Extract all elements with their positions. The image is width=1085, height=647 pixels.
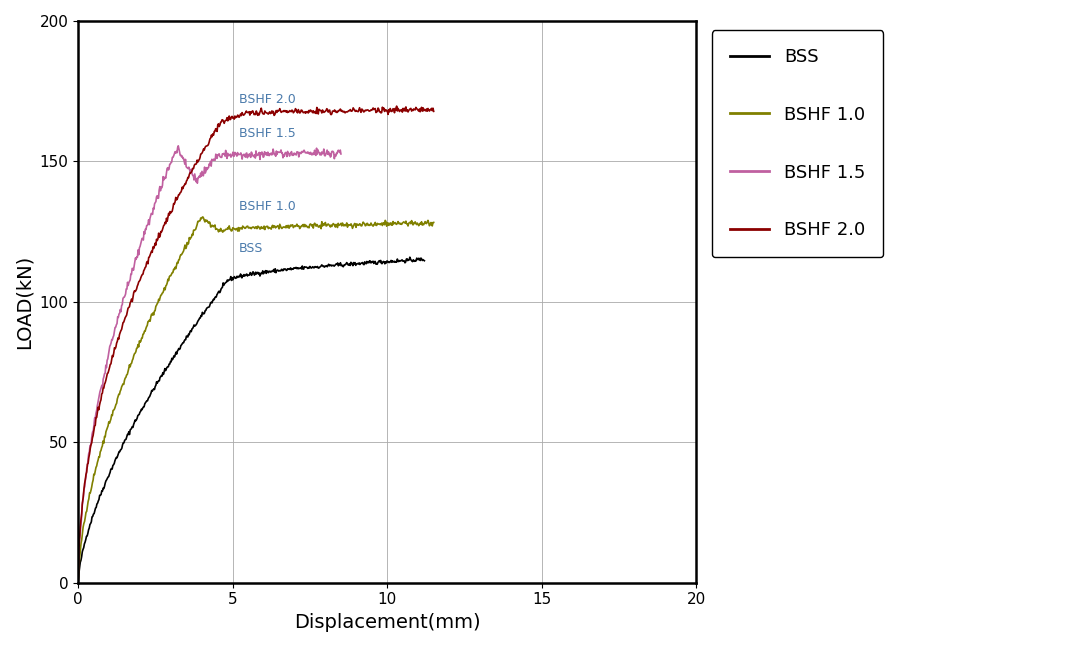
BSHF 2.0	[72, 579, 85, 587]
BSHF 1.5	[264, 150, 277, 158]
BSHF 1.5	[171, 142, 184, 149]
BSHF 1.5	[177, 155, 190, 162]
BSS	[404, 254, 417, 261]
BSS	[410, 254, 423, 262]
BSS	[356, 259, 369, 267]
BSHF 1.5	[334, 150, 347, 158]
Line: BSHF 2.0: BSHF 2.0	[78, 106, 434, 583]
BSHF 2.0	[391, 102, 404, 110]
Text: BSHF 2.0: BSHF 2.0	[239, 93, 296, 106]
BSHF 1.0	[265, 225, 278, 233]
Legend: BSS, BSHF 1.0, BSHF 1.5, BSHF 2.0: BSS, BSHF 1.0, BSHF 1.5, BSHF 2.0	[712, 30, 883, 258]
BSS	[239, 272, 252, 280]
BSS	[278, 266, 291, 274]
Text: BSS: BSS	[239, 242, 264, 255]
BSHF 1.5	[238, 150, 251, 158]
Line: BSHF 1.0: BSHF 1.0	[78, 217, 434, 583]
BSHF 1.0	[363, 221, 376, 229]
BSHF 1.0	[241, 223, 254, 230]
BSHF 2.0	[283, 107, 296, 115]
BSHF 1.0	[419, 219, 432, 227]
Line: BSHF 1.5: BSHF 1.5	[78, 146, 341, 583]
Text: BSHF 1.5: BSHF 1.5	[239, 127, 296, 140]
BSHF 1.5	[157, 176, 170, 184]
BSHF 2.0	[427, 107, 441, 115]
BSHF 1.5	[261, 151, 275, 159]
BSS	[72, 579, 85, 587]
BSHF 1.5	[103, 342, 116, 350]
BSHF 1.0	[196, 213, 209, 221]
BSHF 2.0	[243, 108, 256, 116]
Text: BSHF 1.0: BSHF 1.0	[239, 200, 296, 213]
BSS	[418, 257, 431, 265]
BSHF 1.0	[284, 221, 297, 229]
BSHF 2.0	[264, 110, 277, 118]
Line: BSS: BSS	[78, 258, 424, 583]
BSHF 1.5	[72, 579, 85, 587]
BSHF 1.0	[243, 223, 256, 231]
Y-axis label: LOAD(kN): LOAD(kN)	[15, 255, 34, 349]
BSHF 2.0	[241, 109, 254, 116]
BSHF 2.0	[419, 107, 432, 115]
BSHF 2.0	[363, 107, 376, 115]
BSS	[259, 267, 272, 274]
X-axis label: Displacement(mm): Displacement(mm)	[294, 613, 481, 632]
BSHF 1.0	[72, 579, 85, 587]
BSHF 1.0	[427, 219, 441, 226]
BSS	[237, 272, 250, 280]
